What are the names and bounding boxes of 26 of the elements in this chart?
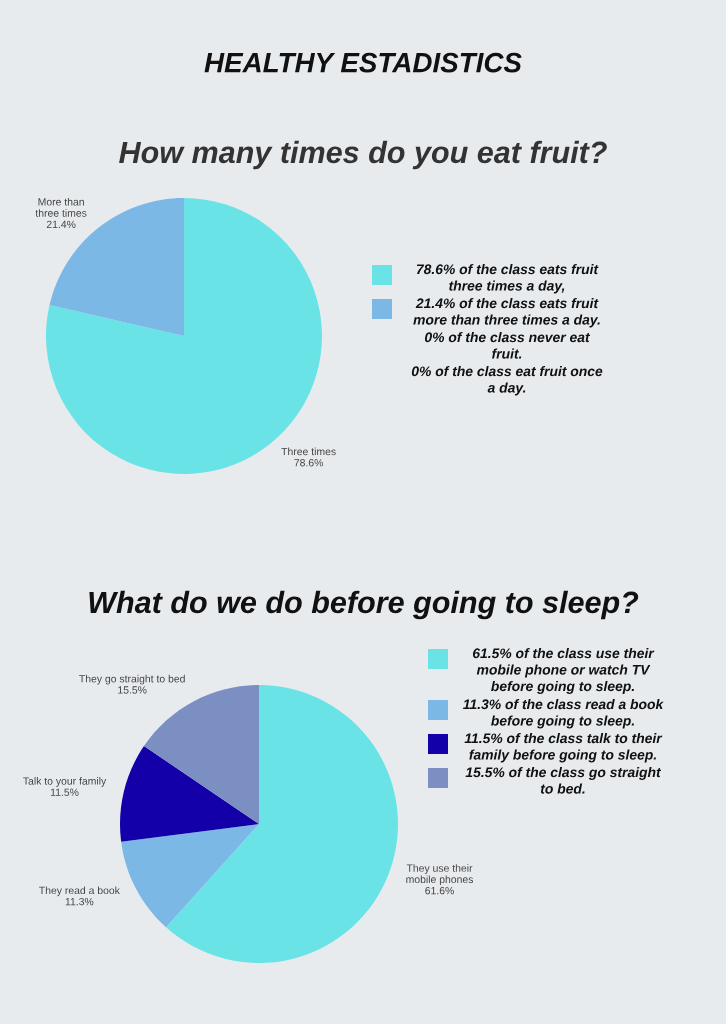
text: 15.5% of the class go straight to bed. bbox=[465, 767, 662, 794]
slice-label: Talk to your family bbox=[23, 777, 107, 787]
text: 78.6% of the class eats fruit three times a day, bbox=[416, 264, 599, 294]
chart-title: What do we do before going to sleep? bbox=[89, 590, 639, 620]
pie-slice bbox=[120, 745, 259, 842]
data-label: 11.5% bbox=[50, 788, 79, 796]
text: 11.5% of the class talk to their family before going to sleep. bbox=[464, 733, 663, 763]
text: 11.3% of the class read a book before going to sleep. bbox=[463, 699, 664, 729]
slice-label: More than three times bbox=[35, 197, 87, 217]
data-label: 21.4% bbox=[46, 220, 76, 228]
slice-label: Three times bbox=[281, 447, 336, 456]
pie-slice bbox=[121, 824, 259, 928]
data-label: 78.6% bbox=[294, 459, 324, 467]
text: 0% of the class eat fruit once a day. bbox=[411, 366, 603, 396]
slice-label: They use their mobile phones bbox=[406, 864, 474, 886]
data-label: 15.5% bbox=[118, 686, 147, 694]
chart-subtitle: How many times do you eat fruit? bbox=[119, 140, 607, 170]
text: 61.5% of the class use their mobile phone or watch TV before going to sleep. bbox=[472, 648, 655, 694]
slice-label: They go straight to bed bbox=[79, 674, 185, 685]
data-label: 11.3% bbox=[65, 897, 94, 906]
text: 21.4% of the class eats fruit more than three times a day. bbox=[413, 298, 600, 328]
slice-label: They read a book bbox=[39, 886, 120, 897]
text: 0% of the class never eat fruit. bbox=[424, 332, 591, 359]
pie-slice bbox=[166, 685, 398, 963]
data-label: 61.6% bbox=[425, 886, 454, 895]
chart-title: HEALTHY ESTADISTICS bbox=[204, 52, 522, 73]
